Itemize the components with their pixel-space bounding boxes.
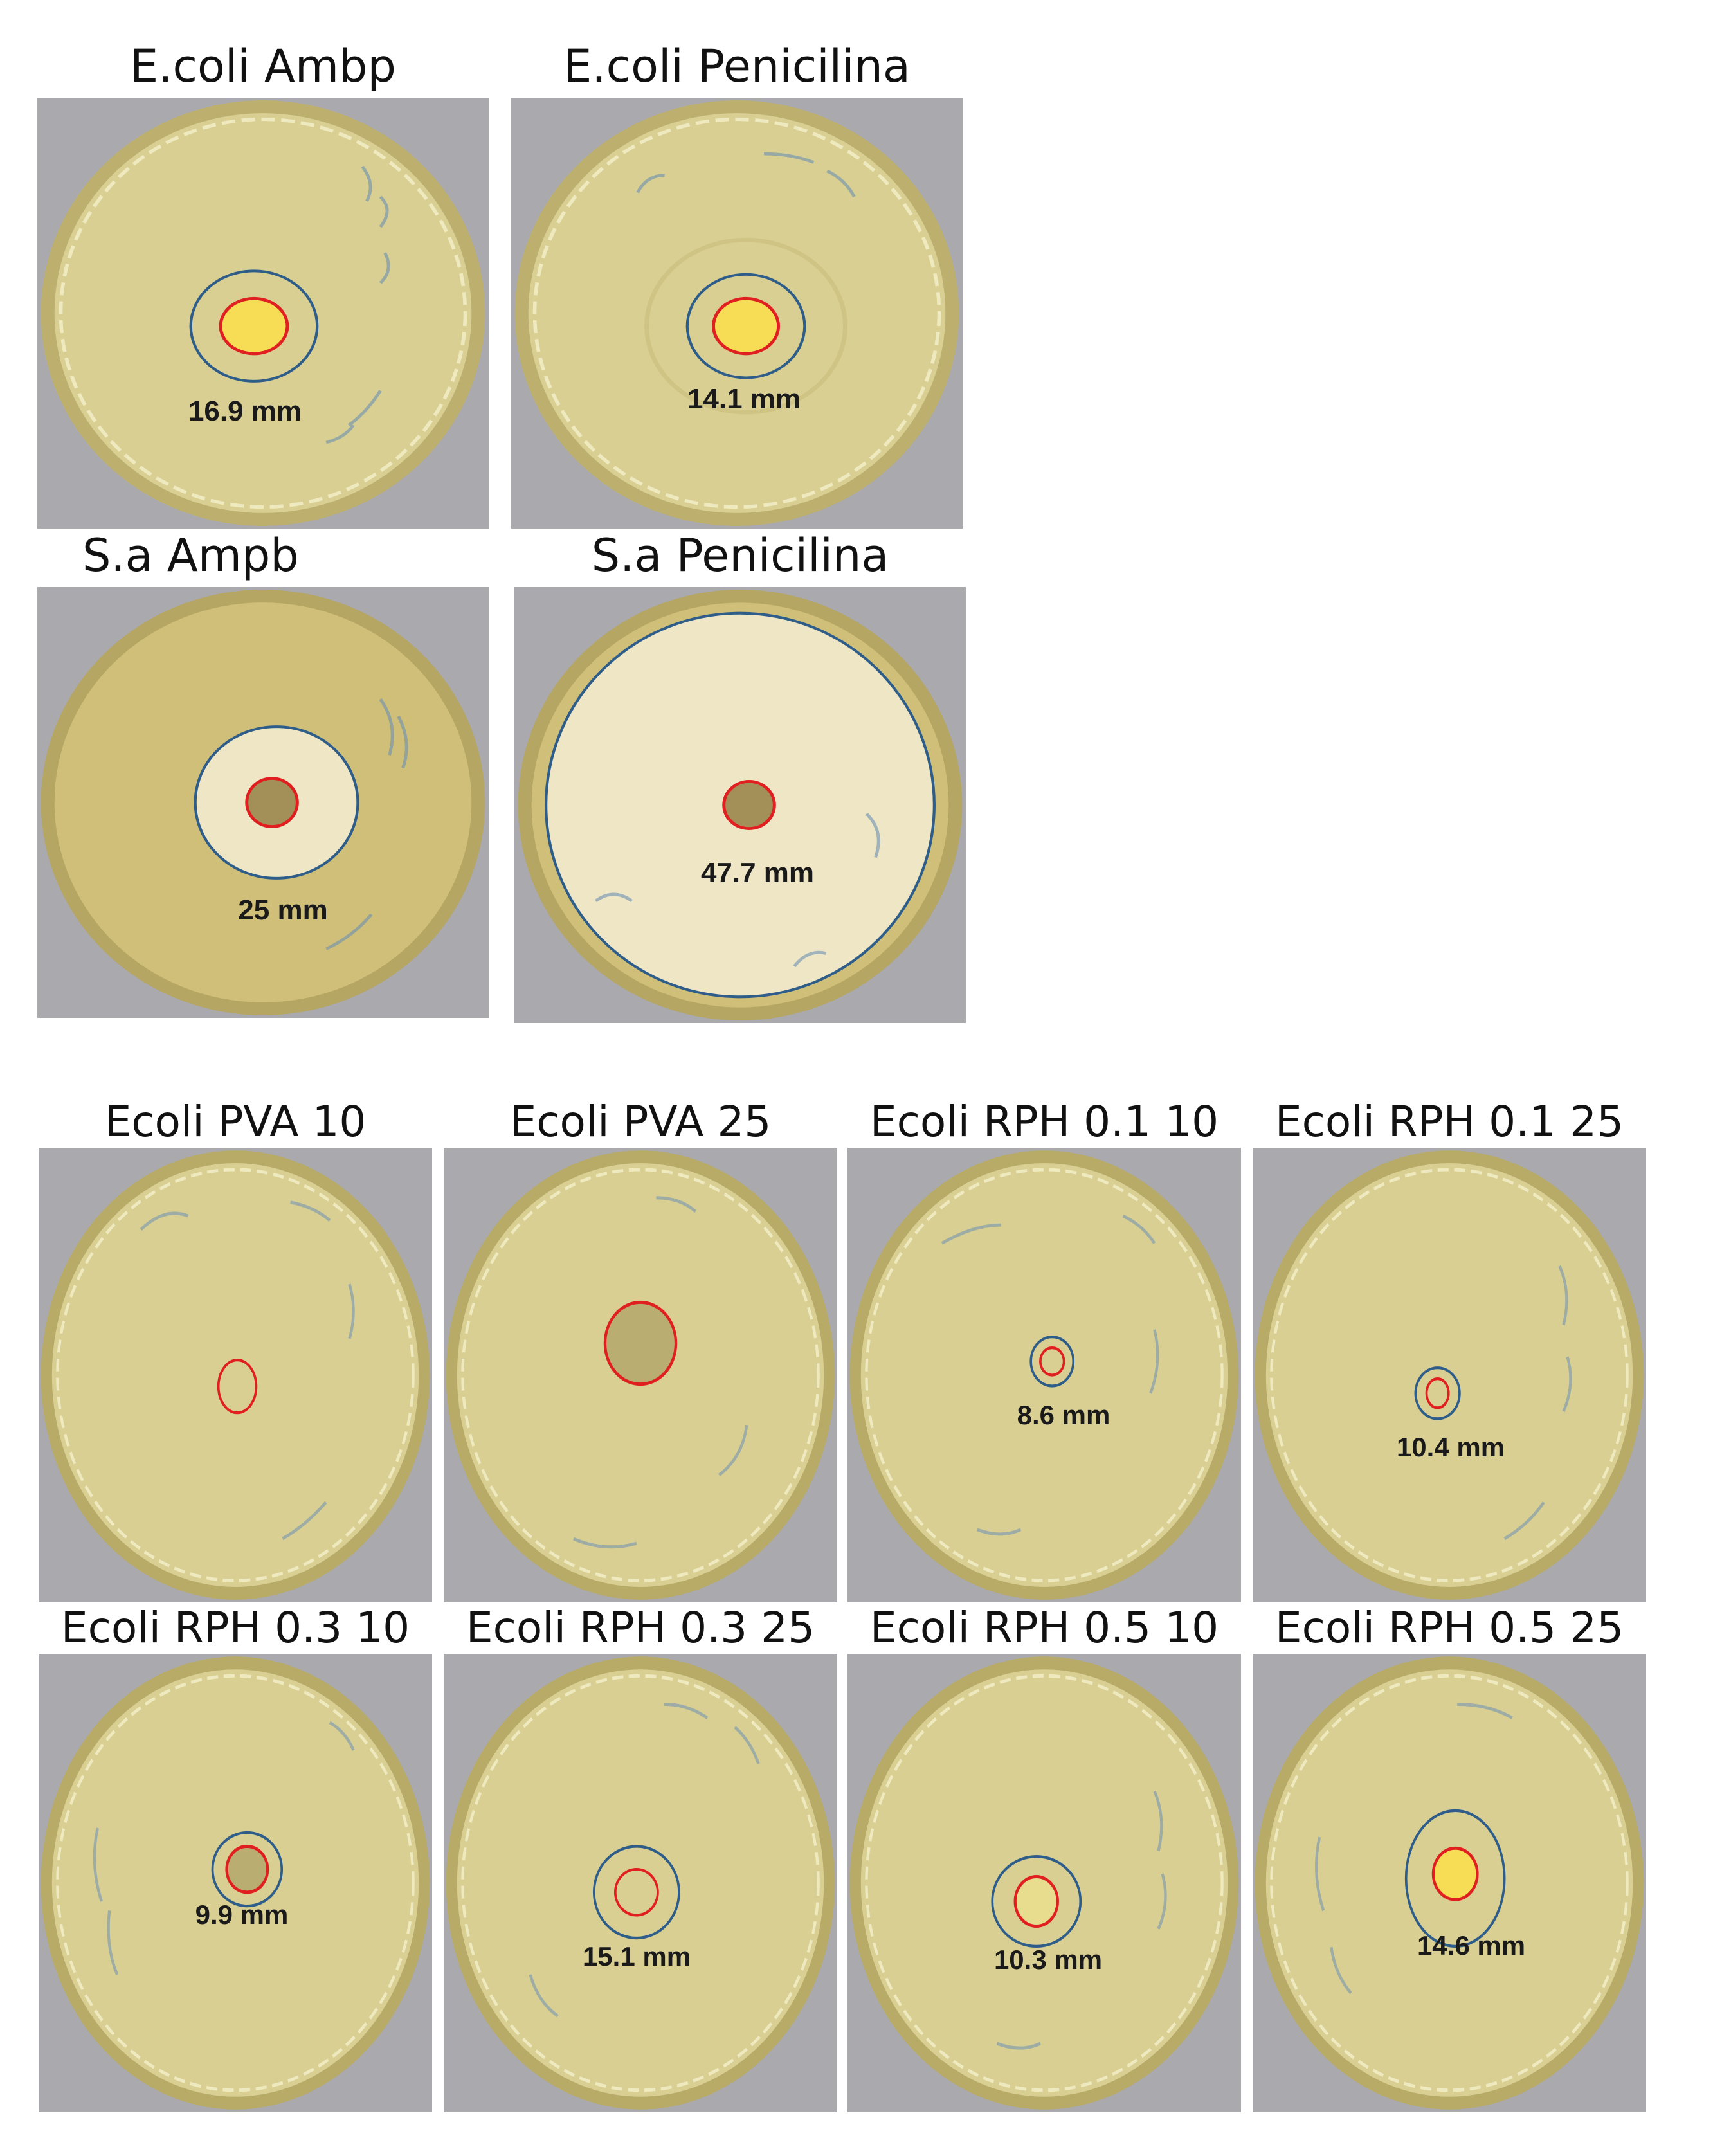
plate-panel-ecoli-rph-0-3-10: Ecoli RPH 0.3 10 9.9 mm <box>39 1602 432 2112</box>
plate-title: Ecoli RPH 0.3 10 <box>60 1603 410 1653</box>
petri-dish-photo <box>1253 1148 1646 1602</box>
petri-dish-photo <box>847 1148 1241 1602</box>
plate-title: Ecoli RPH 0.1 25 <box>1274 1097 1624 1146</box>
plate-title: Ecoli PVA 25 <box>509 1097 772 1146</box>
plate-title: S.a Penicilina <box>591 529 889 582</box>
petri-dish-photo <box>514 587 966 1023</box>
petri-dish-photo <box>39 1654 432 2112</box>
zone-measurement-label: 14.1 mm <box>687 383 801 415</box>
zone-measurement-label: 47.7 mm <box>700 857 815 889</box>
zone-measurement-label: 14.6 mm <box>1417 1930 1526 1961</box>
plate-panel-ecoli-pva-25: Ecoli PVA 25 <box>444 1096 837 1602</box>
plate-panel-ecoli-rph-0-5-25: Ecoli RPH 0.5 25 14.6 mm <box>1253 1602 1646 2112</box>
plate-panel-ecoli-rph-0-1-10: Ecoli RPH 0.1 10 8.6 mm <box>847 1096 1241 1602</box>
petri-dish-photo <box>847 1654 1241 2112</box>
plate-title: E.coli Penicilina <box>563 40 911 93</box>
petri-dish-photo <box>1253 1654 1646 2112</box>
petri-dish-photo <box>444 1148 837 1602</box>
zone-measurement-label: 9.9 mm <box>195 1899 289 1930</box>
plate-panel-ecoli-penicilina: E.coli Penicilina 14.1 mm <box>511 40 963 529</box>
petri-dish-photo <box>511 98 963 529</box>
petri-dish-photo <box>37 98 489 529</box>
petri-dish-photo <box>37 587 489 1018</box>
plate-title: E.coli Ambp <box>130 40 396 93</box>
plate-title: Ecoli RPH 0.5 10 <box>869 1603 1219 1653</box>
petri-dish-photo <box>39 1148 432 1602</box>
plate-title: S.a Ampb <box>82 529 299 582</box>
zone-measurement-label: 10.3 mm <box>993 1944 1103 1975</box>
plate-panel-ecoli-pva-10: Ecoli PVA 10 <box>39 1096 432 1602</box>
zone-measurement-label: 16.9 mm <box>188 395 302 427</box>
plate-title: Ecoli PVA 10 <box>104 1097 367 1146</box>
plate-panel-ecoli-ambp: E.coli Ambp 16.9 mm <box>37 40 489 529</box>
plate-title: Ecoli RPH 0.3 25 <box>466 1603 815 1653</box>
zone-measurement-label: 10.4 mm <box>1396 1432 1505 1462</box>
plate-panel-sa-penicilina: S.a Penicilina 47.7 mm <box>514 529 966 1023</box>
plate-title: Ecoli RPH 0.1 10 <box>869 1097 1219 1146</box>
petri-dish-photo <box>444 1654 837 2112</box>
zone-measurement-label: 8.6 mm <box>1017 1400 1110 1430</box>
zone-measurement-label: 25 mm <box>238 894 328 926</box>
plate-panel-sa-ampb: S.a Ampb 25 mm <box>37 529 489 1018</box>
plate-panel-ecoli-rph-0-1-25: Ecoli RPH 0.1 25 10.4 mm <box>1253 1096 1646 1602</box>
plate-title: Ecoli RPH 0.5 25 <box>1274 1603 1624 1653</box>
zone-measurement-label: 15.1 mm <box>582 1941 691 1971</box>
plate-panel-ecoli-rph-0-3-25: Ecoli RPH 0.3 25 15.1 mm <box>444 1602 837 2112</box>
plate-panel-ecoli-rph-0-5-10: Ecoli RPH 0.5 10 10.3 mm <box>847 1602 1241 2112</box>
